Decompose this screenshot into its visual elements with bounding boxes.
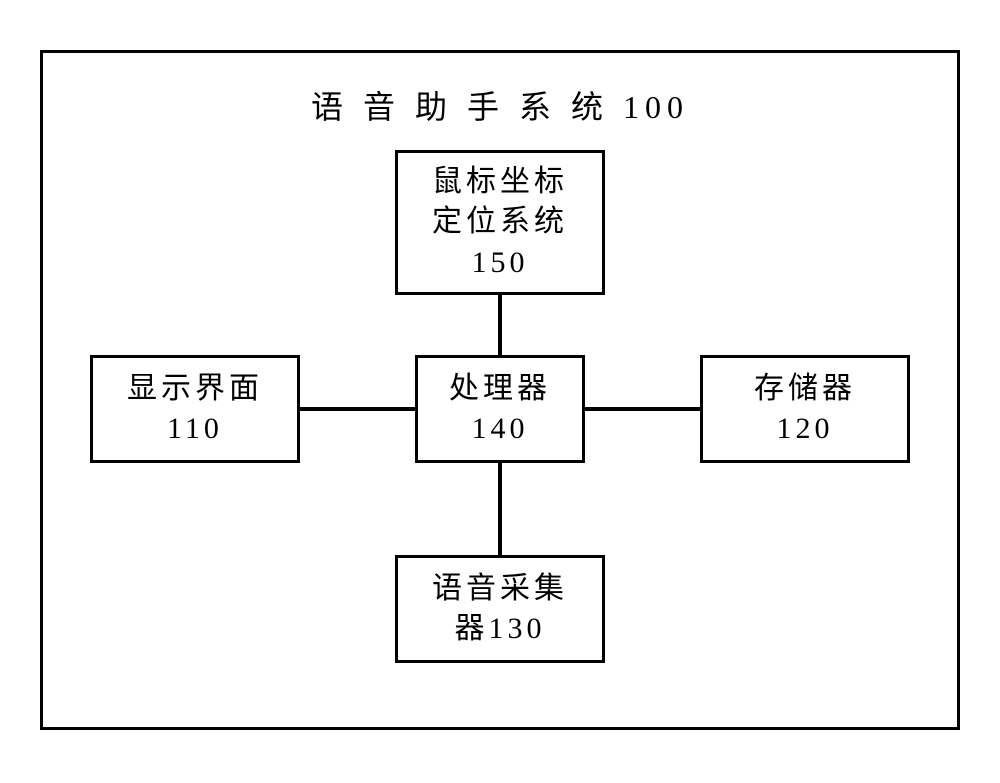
node-label: 处理器 (449, 369, 551, 410)
node-label: 显示界面 (127, 369, 263, 410)
node-processor-140: 处理器 140 (415, 355, 585, 463)
node-label: 定位系统 (432, 202, 568, 243)
node-label: 140 (472, 409, 529, 450)
connector-left (300, 407, 415, 411)
connector-bottom (498, 463, 502, 555)
node-voice-collector-130: 语音采集 器130 (395, 555, 605, 663)
node-mouse-coord-system-150: 鼠标坐标 定位系统 150 (395, 150, 605, 295)
connector-right (585, 407, 700, 411)
node-label: 器130 (455, 609, 546, 650)
node-label: 存储器 (754, 369, 856, 410)
node-display-interface-110: 显示界面 110 (90, 355, 300, 463)
node-label: 110 (167, 409, 223, 450)
node-label: 语音采集 (432, 569, 568, 610)
connector-top (498, 295, 502, 355)
diagram-title: 语 音 助 手 系 统 100 (250, 82, 750, 128)
node-memory-120: 存储器 120 (700, 355, 910, 463)
node-label: 150 (472, 243, 529, 284)
node-label: 120 (777, 409, 834, 450)
node-label: 鼠标坐标 (432, 162, 568, 203)
